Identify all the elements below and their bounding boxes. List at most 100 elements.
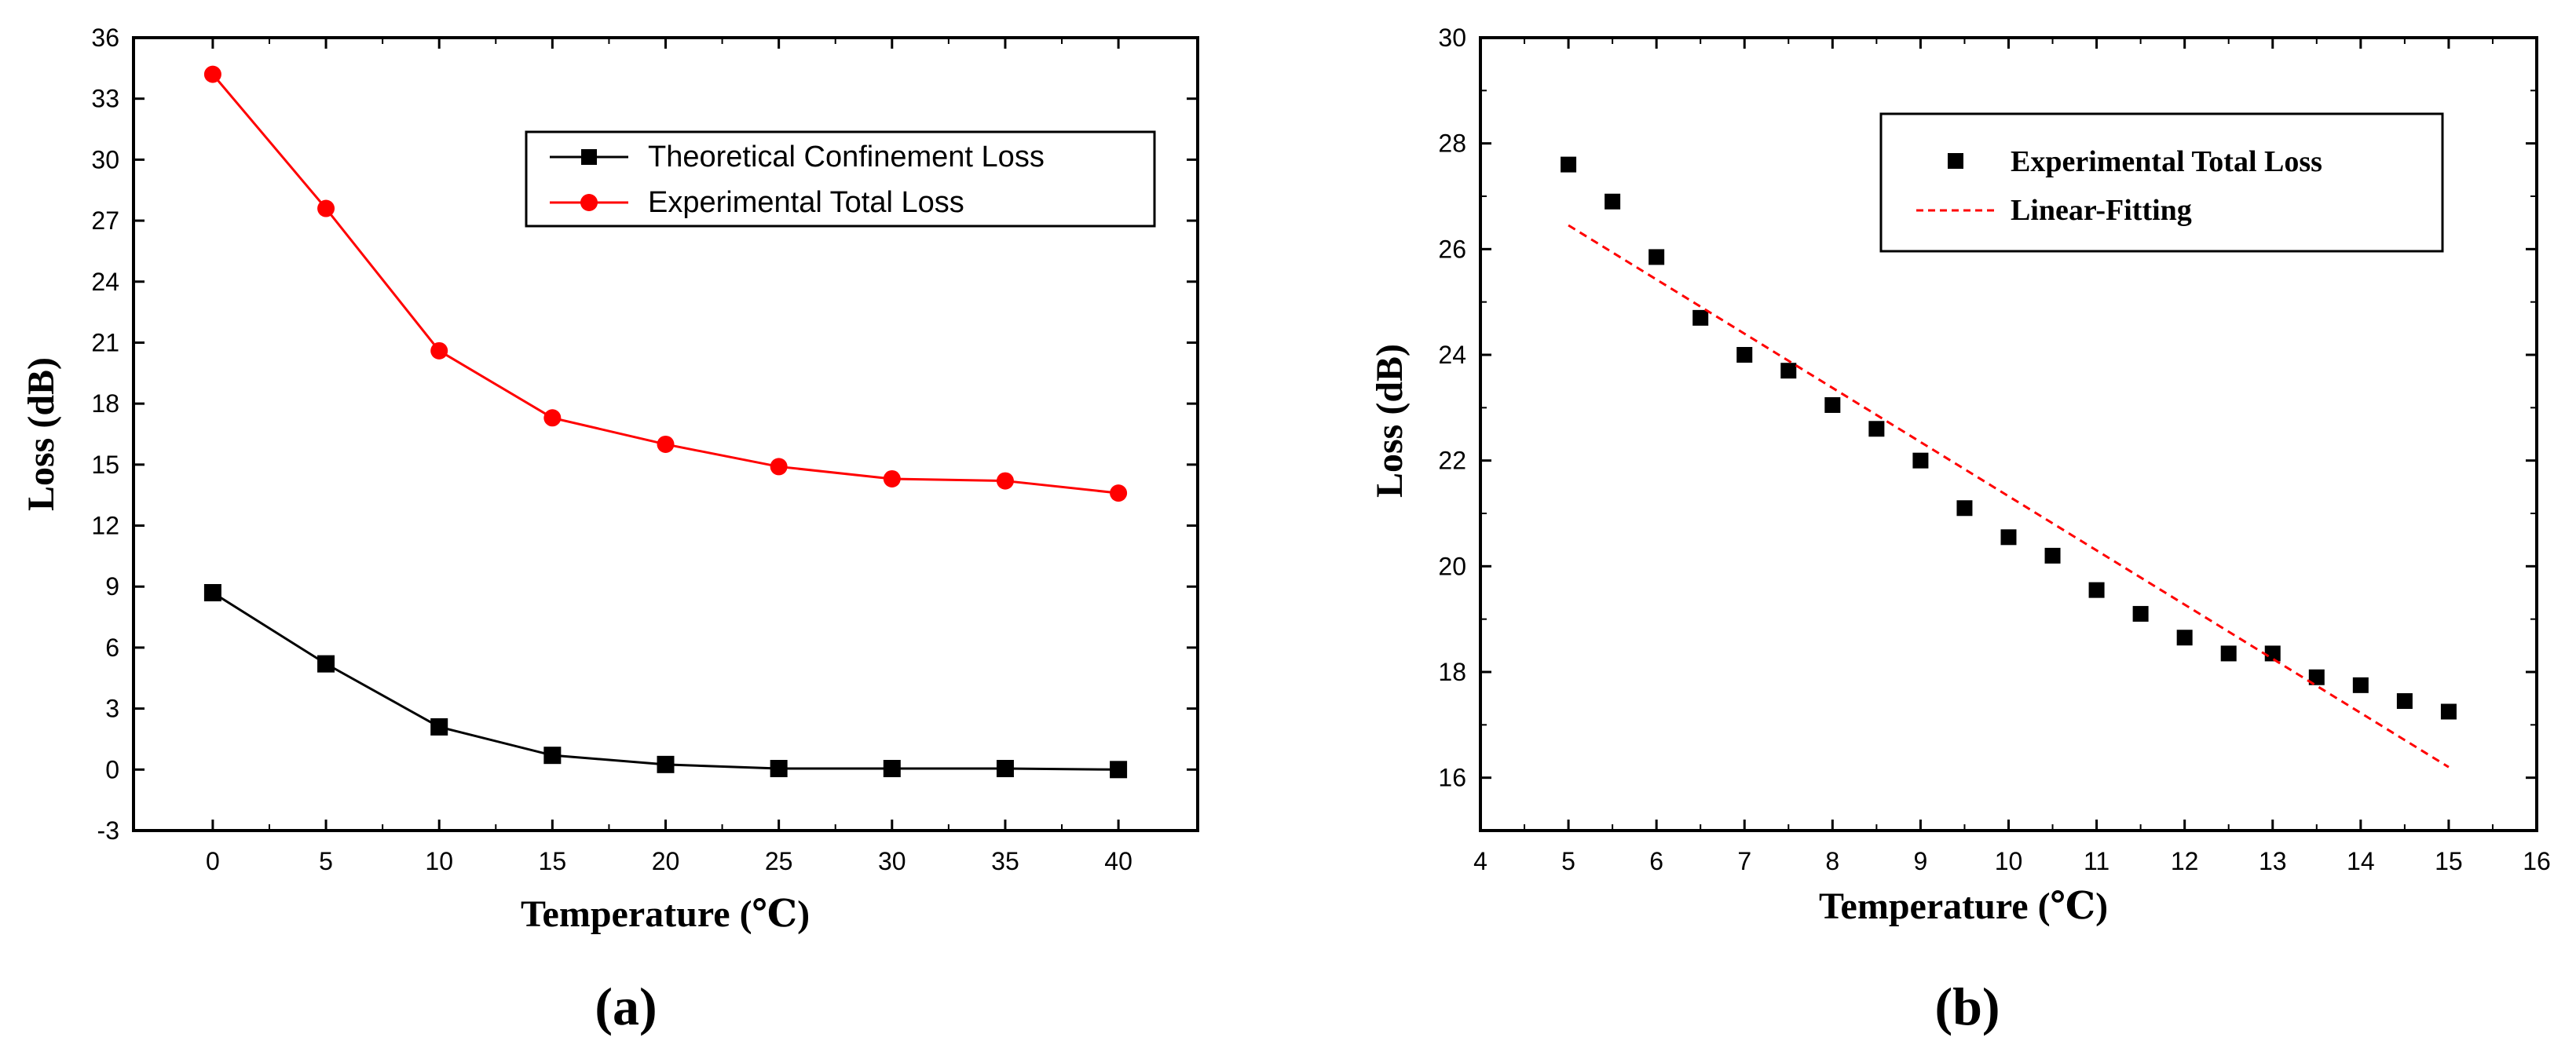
chart-b: 4 5 6 7 8 9 10 11 12 13 14 15 16 16 18 20 22 24 26 28 30 Exp… <box>1369 24 2551 1036</box>
x-tick-label-a-1: 5 <box>319 847 333 875</box>
legend-b-marker-0 <box>1948 153 1963 169</box>
point-a-0-0 <box>203 584 221 601</box>
chart-b-series <box>1561 156 2457 769</box>
x-tick-label-a-6: 30 <box>878 847 906 875</box>
y-tick-label-b-2: 20 <box>1438 552 1466 580</box>
x-tick-label-a-8: 40 <box>1104 847 1132 875</box>
point-a-0-5 <box>770 760 788 778</box>
x-tick-label-b-11: 15 <box>2435 847 2463 875</box>
y-tick-label-b-6: 28 <box>1438 130 1466 158</box>
point-b-0-9 <box>1956 500 1973 517</box>
point-a-1-0 <box>203 65 221 83</box>
x-tick-label-a-7: 35 <box>991 847 1019 875</box>
x-tick-label-a-5: 25 <box>765 847 793 875</box>
point-b-0-11 <box>2044 547 2061 564</box>
point-a-0-2 <box>430 718 448 736</box>
x-tick-label-b-12: 16 <box>2523 847 2551 875</box>
y-tick-label-a-10: 27 <box>91 206 119 235</box>
x-tick-label-b-5: 9 <box>1914 847 1928 875</box>
chart-b-panel-label: (b) <box>1934 977 2000 1036</box>
x-tick-label-a-0: 0 <box>206 847 220 875</box>
point-a-0-8 <box>1110 761 1128 779</box>
point-a-1-2 <box>430 341 448 360</box>
point-b-0-8 <box>1912 452 1929 469</box>
y-tick-label-a-1: 0 <box>105 755 119 783</box>
point-b-0-0 <box>1561 156 1577 173</box>
legend-a-marker-0 <box>581 149 597 165</box>
point-a-1-3 <box>543 409 562 427</box>
y-tick-label-b-7: 30 <box>1438 24 1466 52</box>
legend-a-label-0: Theoretical Confinement Loss <box>648 141 1045 173</box>
y-tick-label-a-9: 24 <box>91 268 119 296</box>
x-tick-label-b-9: 13 <box>2259 847 2287 875</box>
point-b-0-1 <box>1605 193 1621 210</box>
y-tick-label-b-4: 24 <box>1438 341 1466 369</box>
x-tick-label-b-8: 12 <box>2171 847 2199 875</box>
x-tick-label-b-1: 5 <box>1561 847 1575 875</box>
y-tick-label-a-12: 33 <box>91 85 119 113</box>
chart-b-legend-box <box>1879 112 2444 253</box>
chart-a-x-axis-title: Temperature (℃) <box>521 893 810 935</box>
y-tick-label-a-3: 6 <box>105 634 119 662</box>
y-tick-label-a-6: 15 <box>91 451 119 479</box>
chart-a-series <box>203 65 1128 779</box>
chart-b-y-axis-title: Loss (dB) <box>1369 344 1411 498</box>
y-tick-label-a-11: 30 <box>91 145 119 173</box>
point-a-0-7 <box>996 760 1014 778</box>
y-tick-label-a-2: 3 <box>105 695 119 723</box>
y-tick-label-b-3: 22 <box>1438 447 1466 475</box>
x-tick-label-a-2: 10 <box>425 847 453 875</box>
chart-a: 0 5 10 15 20 25 30 35 40-30369121518212427303336… <box>20 24 1199 1036</box>
point-a-1-1 <box>317 199 335 217</box>
legend-b-label-1: Linear-Fitting <box>2011 194 2192 227</box>
x-tick-label-b-10: 14 <box>2347 847 2375 875</box>
point-a-1-4 <box>657 435 675 453</box>
point-a-0-6 <box>883 760 901 778</box>
legend-a-marker-1 <box>580 194 598 211</box>
x-tick-label-b-0: 4 <box>1473 847 1487 875</box>
series-b-1-line <box>1568 224 2450 769</box>
x-tick-label-b-6: 10 <box>1995 847 2023 875</box>
point-a-1-5 <box>770 458 788 476</box>
x-tick-label-a-3: 15 <box>539 847 567 875</box>
point-b-0-13 <box>2132 605 2149 622</box>
point-b-0-4 <box>1736 347 1753 363</box>
point-a-1-7 <box>996 472 1014 490</box>
chart-a-y-axis-title: Loss (dB) <box>20 357 62 511</box>
legend-b-label-0: Experimental Total Loss <box>2011 145 2322 178</box>
chart-b-legend: Experimental Total Loss Linear-Fitting <box>1879 112 2444 253</box>
chart-b-x-axis-title: Temperature (℃) <box>1819 886 2108 927</box>
y-tick-label-a-0: -3 <box>97 816 119 845</box>
point-b-0-20 <box>2440 703 2457 720</box>
x-tick-label-a-4: 20 <box>652 847 680 875</box>
y-tick-label-a-7: 18 <box>91 389 119 418</box>
point-b-0-5 <box>1780 363 1797 379</box>
point-a-0-3 <box>543 747 562 765</box>
point-b-0-12 <box>2088 582 2105 598</box>
y-tick-label-b-5: 26 <box>1438 235 1466 263</box>
y-tick-label-b-1: 18 <box>1438 658 1466 686</box>
point-b-0-14 <box>2176 630 2193 646</box>
point-b-0-6 <box>1824 396 1841 413</box>
y-tick-label-a-8: 21 <box>91 328 119 356</box>
legend-a-label-1: Experimental Total Loss <box>648 186 964 219</box>
x-tick-label-b-7: 11 <box>2084 847 2109 875</box>
y-tick-label-a-4: 9 <box>105 572 119 601</box>
y-tick-label-b-0: 16 <box>1438 764 1466 792</box>
point-b-0-19 <box>2396 693 2413 710</box>
point-b-0-10 <box>2000 529 2017 546</box>
point-a-0-1 <box>317 655 335 673</box>
chart-a-legend: Theoretical Confinement Loss Experimenta… <box>525 130 1156 228</box>
point-a-1-8 <box>1110 484 1128 502</box>
x-tick-label-b-2: 6 <box>1649 847 1663 875</box>
point-b-0-3 <box>1692 309 1709 326</box>
x-tick-label-b-3: 7 <box>1737 847 1751 875</box>
point-b-0-2 <box>1648 249 1665 265</box>
point-b-0-17 <box>2308 669 2325 685</box>
point-b-0-16 <box>2264 645 2281 662</box>
y-tick-label-a-13: 36 <box>91 24 119 52</box>
point-b-0-18 <box>2352 677 2369 693</box>
series-a-0-line <box>212 591 1119 771</box>
